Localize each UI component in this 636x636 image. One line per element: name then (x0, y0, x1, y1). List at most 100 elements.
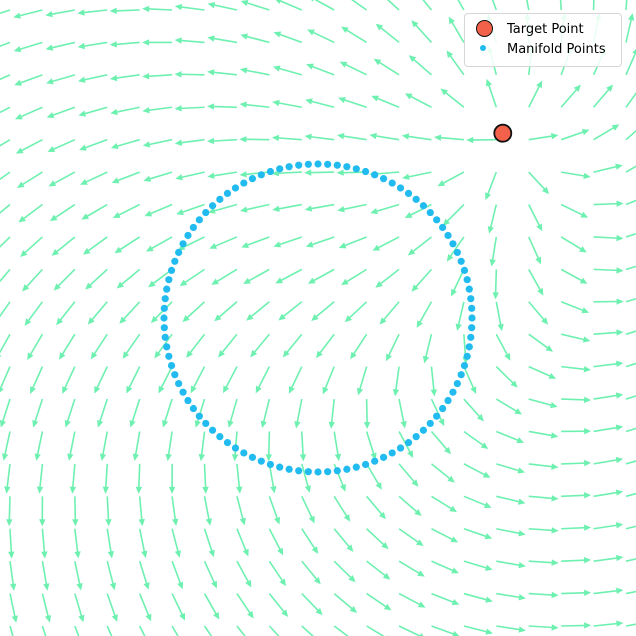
vector-arrow-head (177, 581, 184, 590)
manifold-point (167, 266, 176, 275)
vector-arrow-head (305, 241, 314, 248)
vector-arrow (36, 431, 44, 458)
vector-arrow (17, 41, 43, 51)
vector-arrow-head (510, 380, 518, 388)
vector-arrow (593, 491, 620, 498)
vector-arrow-head (72, 519, 79, 527)
manifold-point (449, 240, 457, 248)
manifold-point (223, 189, 232, 198)
vector-arrow (149, 236, 173, 251)
manifold-point (189, 223, 198, 232)
vector-arrow-head (419, 633, 424, 636)
vector-arrow-head (78, 614, 85, 623)
manifold-point (266, 167, 275, 176)
manifold-point (419, 202, 428, 210)
vector-arrow-head (209, 242, 218, 249)
vector-arrow (381, 301, 400, 323)
vector-arrow-head (83, 247, 91, 255)
vector-arrow-head (105, 519, 112, 527)
vector-arrow-head (87, 317, 95, 325)
vector-arrow (408, 94, 432, 108)
vector-arrow-head (174, 3, 183, 11)
vector-arrow (219, 333, 238, 355)
vector-arrow-head (339, 484, 346, 492)
vector-arrow (351, 0, 368, 11)
vector-arrow-head (142, 5, 150, 13)
vector-arrow (106, 625, 113, 636)
vector-arrow-head (451, 288, 457, 297)
vector-arrow-head (241, 241, 249, 248)
vector-arrow (443, 90, 465, 108)
vector-arrow (243, 203, 270, 211)
vector-arrow-head (231, 454, 239, 462)
vector-arrow-head (208, 549, 215, 558)
vector-arrow-head (338, 242, 347, 249)
vector-arrow-head (484, 533, 493, 540)
vector-arrow-head (271, 170, 279, 177)
vector-arrow (333, 625, 349, 636)
vector-arrow-head (402, 173, 410, 180)
vector-arrow (528, 204, 542, 229)
vector-arrow-head (116, 281, 125, 289)
vector-arrow (528, 236, 541, 262)
vector-arrow (87, 268, 108, 288)
vector-arrow (560, 203, 585, 217)
vector-arrow-head (606, 84, 614, 92)
vector-arrow (1, 398, 11, 425)
vector-arrow (593, 426, 620, 433)
vector-arrow-head (53, 283, 61, 291)
vector-arrow (463, 398, 482, 419)
manifold-point (285, 465, 293, 473)
vector-arrow (121, 301, 141, 322)
legend-item-manifold: Manifold Points (465, 39, 606, 59)
manifold-point (352, 463, 360, 471)
manifold-point (467, 295, 475, 303)
vector-arrow (463, 463, 488, 477)
vector-arrow (342, 62, 367, 76)
vector-arrow-head (627, 13, 635, 21)
manifold-points-series (160, 160, 476, 476)
vector-arrow (81, 9, 108, 14)
vector-arrow-head (369, 132, 377, 140)
vector-arrow-head (148, 280, 156, 288)
vector-arrow-head (350, 351, 357, 360)
vector-arrow-head (213, 612, 220, 620)
vector-arrow (561, 526, 588, 530)
vector-arrow (49, 74, 76, 83)
vector-arrow (74, 593, 83, 619)
vector-arrow-head (236, 486, 243, 494)
vector-arrow-head (138, 518, 145, 527)
vector-arrow (268, 496, 279, 522)
vector-arrow-head (135, 486, 143, 494)
manifold-point (175, 379, 183, 388)
vector-arrow-head (548, 372, 557, 379)
manifold-point (388, 449, 396, 457)
vector-arrow (203, 625, 213, 636)
manifold-point (419, 426, 428, 434)
vector-arrow-head (109, 582, 117, 591)
manifold-point (468, 324, 476, 332)
vector-arrow (448, 53, 465, 76)
manifold-point (195, 412, 203, 420)
vector-arrow (159, 366, 173, 391)
vector-arrow (301, 560, 319, 582)
vector-arrow (277, 0, 303, 11)
vector-arrow (58, 301, 76, 323)
vector-arrow (0, 333, 11, 354)
vector-arrow (405, 171, 432, 179)
manifold-point (412, 195, 420, 203)
vector-arrow-head (206, 137, 215, 145)
vector-arrow-head (74, 551, 81, 559)
manifold-point (276, 463, 284, 471)
vector-arrow (243, 103, 270, 109)
vector-arrow (171, 625, 179, 636)
vector-arrow (163, 398, 173, 425)
vector-arrow (528, 527, 555, 532)
vector-arrow (147, 203, 173, 216)
vector-arrow-head (49, 214, 58, 222)
vector-arrow-head (239, 171, 247, 178)
vector-arrow (308, 135, 335, 141)
vector-arrow-head (47, 146, 56, 152)
vector-arrow (296, 398, 303, 425)
vector-arrow-head (24, 318, 32, 326)
